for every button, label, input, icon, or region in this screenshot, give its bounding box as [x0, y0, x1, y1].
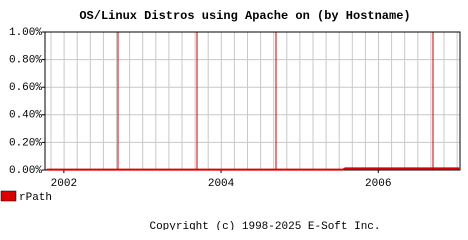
legend-swatch	[0, 190, 17, 202]
x-tick-label: 2006	[365, 178, 391, 190]
legend-label: rPath	[19, 192, 52, 204]
y-tick-label: 0.80%	[9, 55, 42, 67]
x-tick-label: 2004	[208, 178, 235, 190]
year-markers	[117, 32, 434, 170]
y-tick-label: 0.60%	[9, 82, 42, 94]
chart: OS/Linux Distros using Apache on (by Hos…	[0, 9, 461, 230]
y-tick-label: 0.00%	[9, 165, 42, 177]
series-line	[46, 167, 460, 171]
y-tick-label: 1.00%	[9, 27, 42, 39]
y-tick-label: 0.20%	[9, 137, 42, 149]
minor-grid	[50, 32, 458, 170]
y-tick-label: 0.40%	[9, 110, 42, 122]
footer: Copyright (c) 1998-2025 E-Soft Inc.	[149, 221, 380, 230]
chart-title: OS/Linux Distros using Apache on (by Hos…	[79, 9, 410, 23]
plot-area	[45, 32, 460, 170]
x-tick-label: 2002	[51, 178, 77, 190]
